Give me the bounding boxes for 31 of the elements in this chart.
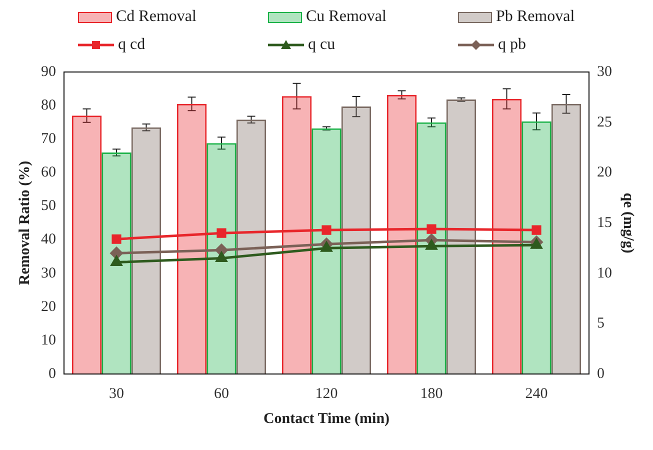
legend-label: Cu Removal bbox=[306, 8, 386, 26]
x-tick-label: 180 bbox=[420, 386, 443, 402]
y-tick-label: 0 bbox=[48, 366, 56, 382]
x-tick-label: 120 bbox=[315, 386, 338, 402]
x-tick-label: 30 bbox=[109, 386, 124, 402]
y-axis-title: Removal Ratio (%) bbox=[16, 160, 33, 286]
y2-tick-label: 15 bbox=[597, 214, 612, 231]
y2-tick-label: 10 bbox=[597, 265, 612, 282]
y-tick-label: 10 bbox=[41, 332, 56, 348]
y2-tick-label: 30 bbox=[597, 64, 612, 80]
y-tick-label: 30 bbox=[41, 265, 56, 282]
legend-label: q pb bbox=[498, 36, 526, 54]
y2-tick-label: 20 bbox=[597, 164, 612, 181]
y-tick-label: 50 bbox=[41, 198, 56, 214]
legend-label: q cd bbox=[118, 36, 146, 54]
y2-axis-title: qe (mg/g) bbox=[620, 192, 636, 254]
y2-tick-label: 5 bbox=[597, 316, 604, 332]
y2-tick-label: 0 bbox=[597, 366, 604, 382]
x-axis-title: Contact Time (min) bbox=[263, 410, 390, 427]
y-tick-label: 70 bbox=[41, 131, 56, 148]
y-tick-label: 80 bbox=[41, 97, 56, 114]
x-tick-label: 60 bbox=[214, 386, 229, 402]
legend-label: q cu bbox=[308, 36, 336, 54]
y-tick-label: 60 bbox=[41, 164, 56, 181]
y-tick-label: 90 bbox=[41, 64, 56, 80]
y-tick-label: 20 bbox=[41, 298, 56, 315]
y2-tick-label: 25 bbox=[597, 114, 612, 130]
legend-label: Pb Removal bbox=[496, 8, 575, 26]
y-tick-label: 40 bbox=[41, 232, 56, 248]
legend-label: Cd Removal bbox=[116, 8, 196, 26]
x-tick-label: 240 bbox=[525, 386, 548, 402]
